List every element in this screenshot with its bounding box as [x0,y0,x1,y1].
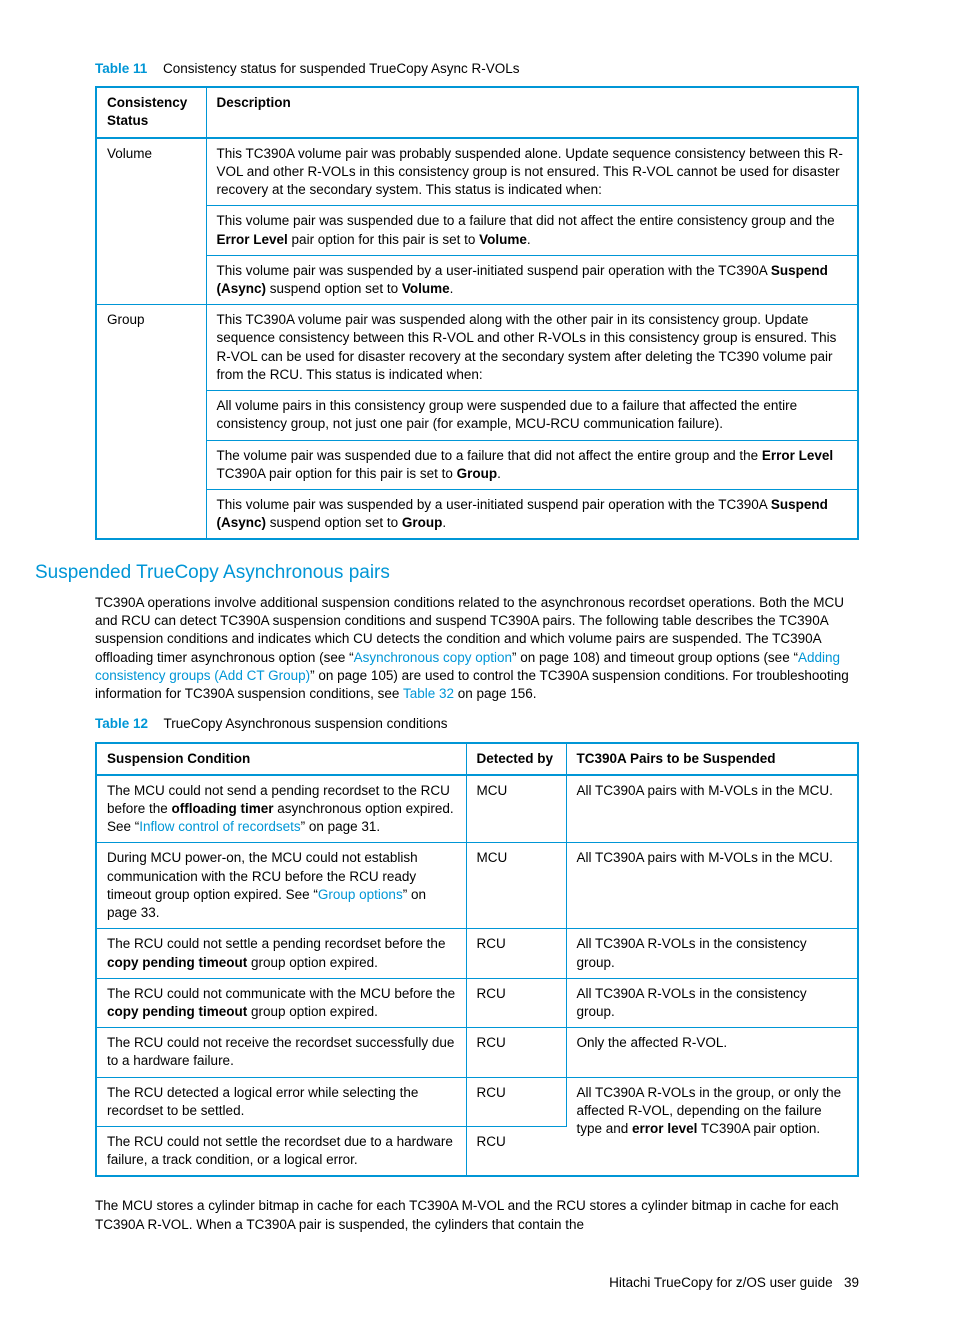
table11-desc: This volume pair was suspended by a user… [206,489,858,539]
footer-title: Hitachi TrueCopy for z/OS user guide [609,1275,833,1290]
table12-col1-header: Suspension Condition [96,743,466,775]
page-footer: Hitachi TrueCopy for z/OS user guide 39 [95,1274,859,1292]
table11-desc: All volume pairs in this consistency gro… [206,391,858,440]
link-inflow-control[interactable]: Inflow control of recordsets [139,819,300,834]
table12-pairs: All TC390A R-VOLs in the consistency gro… [566,978,858,1027]
table11-desc: This TC390A volume pair was probably sus… [206,138,858,206]
body-paragraph: TC390A operations involve additional sus… [95,594,859,703]
table12-det: MCU [466,843,566,929]
trailing-paragraph: The MCU stores a cylinder bitmap in cach… [95,1197,859,1233]
table-row: The RCU could not receive the recordset … [96,1028,858,1077]
table11: Consistency Status Description Volume Th… [95,86,859,540]
table11-caption: Table 11 Consistency status for suspende… [95,60,859,78]
table12-pairs: All TC390A R-VOLs in the consistency gro… [566,929,858,978]
table12-det: MCU [466,775,566,843]
table12-cond: During MCU power-on, the MCU could not e… [96,843,466,929]
table12-col3-header: TC390A Pairs to be Suspended [566,743,858,775]
table11-desc: This TC390A volume pair was suspended al… [206,305,858,391]
table11-desc: This volume pair was suspended due to a … [206,206,858,255]
table12-pairs: All TC390A R-VOLs in the group, or only … [566,1077,858,1176]
table12-det: RCU [466,1127,566,1177]
table-row: This volume pair was suspended by a user… [96,255,858,304]
table12-label: Table 12 [95,716,148,731]
table11-desc: The volume pair was suspended due to a f… [206,440,858,489]
table11-label: Table 11 [95,61,147,76]
table-row: The RCU could not settle a pending recor… [96,929,858,978]
table-header-row: Consistency Status Description [96,87,858,137]
table12-cond: The RCU could not communicate with the M… [96,978,466,1027]
table12-cond: The RCU could not receive the recordset … [96,1028,466,1077]
table-row: The RCU could not communicate with the M… [96,978,858,1027]
table12-det: RCU [466,1028,566,1077]
table12-caption-text: TrueCopy Asynchronous suspension conditi… [164,716,448,731]
link-group-options[interactable]: Group options [318,887,403,902]
table12-cond: The RCU could not settle the recordset d… [96,1127,466,1177]
table-row: All volume pairs in this consistency gro… [96,391,858,440]
table12-pairs: Only the affected R-VOL. [566,1028,858,1077]
table12-cond: The RCU detected a logical error while s… [96,1077,466,1126]
table11-desc: This volume pair was suspended by a user… [206,255,858,304]
table12-pairs: All TC390A pairs with M-VOLs in the MCU. [566,775,858,843]
table12-cond: The RCU could not settle a pending recor… [96,929,466,978]
table-row: The MCU could not send a pending records… [96,775,858,843]
table12-det: RCU [466,929,566,978]
table11-col2-header: Description [206,87,858,137]
link-table-32[interactable]: Table 32 [403,686,454,701]
table-header-row: Suspension Condition Detected by TC390A … [96,743,858,775]
section-heading: Suspended TrueCopy Asynchronous pairs [35,560,859,586]
table-row: The RCU detected a logical error while s… [96,1077,858,1126]
link-async-copy-option[interactable]: Asynchronous copy option [354,650,512,665]
table12-det: RCU [466,978,566,1027]
table-row: This volume pair was suspended due to a … [96,206,858,255]
table12-col2-header: Detected by [466,743,566,775]
table-row: Volume This TC390A volume pair was proba… [96,138,858,206]
table-row: During MCU power-on, the MCU could not e… [96,843,858,929]
table-row: This volume pair was suspended by a user… [96,489,858,539]
table12: Suspension Condition Detected by TC390A … [95,742,859,1178]
table11-caption-text: Consistency status for suspended TrueCop… [163,61,519,76]
table11-status-volume: Volume [96,138,206,305]
table12-pairs: All TC390A pairs with M-VOLs in the MCU. [566,843,858,929]
table-row: The volume pair was suspended due to a f… [96,440,858,489]
table11-col1-header: Consistency Status [96,87,206,137]
table-row: Group This TC390A volume pair was suspen… [96,305,858,391]
table12-cond: The MCU could not send a pending records… [96,775,466,843]
table12-caption: Table 12 TrueCopy Asynchronous suspensio… [95,715,859,733]
table12-det: RCU [466,1077,566,1126]
footer-page-number: 39 [844,1275,859,1290]
table11-status-group: Group [96,305,206,540]
